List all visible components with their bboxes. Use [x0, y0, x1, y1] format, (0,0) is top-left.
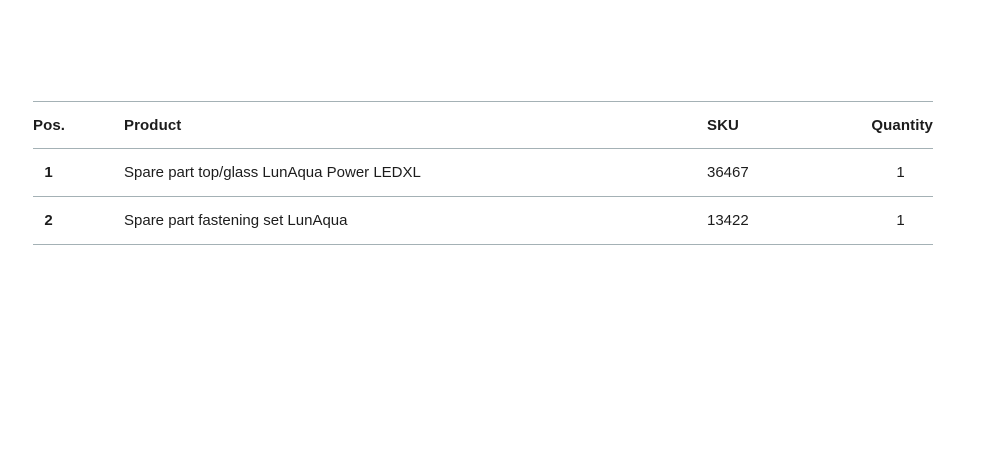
cell-pos: 1: [44, 164, 53, 181]
cell-sku: 13422: [707, 212, 749, 229]
table-row: 1 Spare part top/glass LunAqua Power LED…: [33, 149, 933, 197]
table-body: 1 Spare part top/glass LunAqua Power LED…: [33, 149, 933, 245]
cell-quantity: 1: [896, 212, 905, 229]
col-header-sku: SKU: [707, 116, 739, 134]
table-row: 2 Spare part fastening set LunAqua 13422…: [33, 197, 933, 245]
cell-product: Spare part fastening set LunAqua: [124, 212, 348, 229]
col-header-pos: Pos.: [33, 116, 66, 134]
col-header-product: Product: [124, 116, 182, 134]
cell-quantity: 1: [896, 164, 905, 181]
col-header-quantity: Quantity: [871, 116, 933, 134]
table-header: Pos. Product SKU Quantity: [33, 101, 933, 149]
cell-pos: 2: [44, 212, 53, 229]
header-row: Pos. Product SKU Quantity: [33, 101, 933, 149]
cell-sku: 36467: [707, 164, 749, 181]
cell-product: Spare part top/glass LunAqua Power LEDXL: [124, 164, 421, 181]
spare-parts-table: Pos. Product SKU Quantity 1 Spare part t…: [33, 101, 933, 245]
